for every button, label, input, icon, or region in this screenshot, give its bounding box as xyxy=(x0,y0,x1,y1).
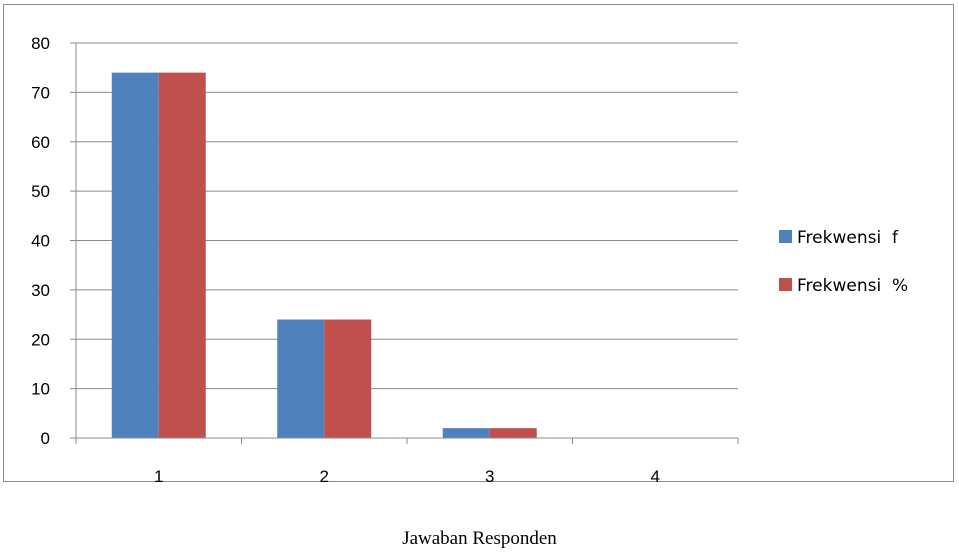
bar-f-3 xyxy=(442,428,490,438)
bar-f-1 xyxy=(111,72,159,438)
x-tick-label: 3 xyxy=(485,467,494,486)
legend-label-pct: Frekwensi % xyxy=(797,276,908,296)
y-tick-label: 70 xyxy=(31,83,50,102)
legend-swatch-pct xyxy=(779,278,792,291)
y-tick-label: 10 xyxy=(31,380,50,399)
y-tick-label: 0 xyxy=(41,429,50,448)
y-tick-label: 50 xyxy=(31,182,50,201)
bar-pct-3 xyxy=(489,428,537,438)
x-tick-label: 4 xyxy=(651,467,660,486)
bars xyxy=(111,72,537,438)
legend-label-f: Frekwensi f xyxy=(797,228,899,248)
x-tick-label: 1 xyxy=(154,467,163,486)
x-tick-label: 2 xyxy=(320,467,329,486)
x-axis-caption: Jawaban Responden xyxy=(402,528,557,549)
bar-pct-2 xyxy=(324,319,372,438)
bar-pct-1 xyxy=(158,72,206,438)
y-tick-label: 20 xyxy=(31,330,50,349)
y-tick-label: 30 xyxy=(31,281,50,300)
legend-swatch-f xyxy=(779,230,792,243)
legend: Frekwensi f Frekwensi % xyxy=(779,228,908,296)
bar-f-2 xyxy=(277,319,325,438)
axes: 0 10 20 30 40 50 60 70 80 1 2 3 4 xyxy=(31,34,739,486)
y-tick-label: 60 xyxy=(31,133,50,152)
y-tick-label: 40 xyxy=(31,232,50,251)
y-tick-label: 80 xyxy=(31,34,50,53)
